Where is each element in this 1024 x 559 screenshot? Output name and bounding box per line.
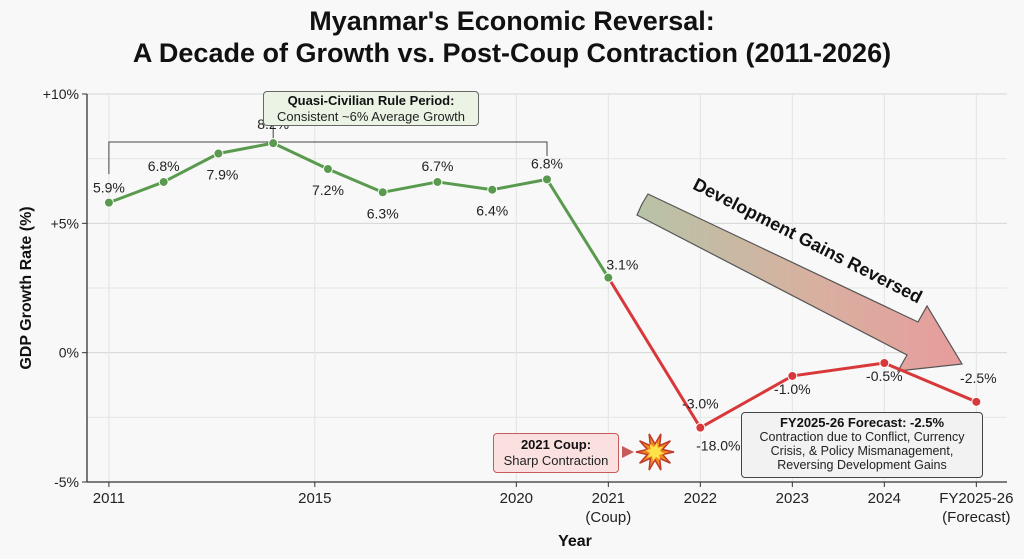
data-label: 7.9%	[206, 166, 238, 182]
forecast-annotation-title: FY2025-26 Forecast: -2.5%	[779, 415, 945, 430]
chart-title-line1: Myanmar's Economic Reversal:	[309, 6, 715, 36]
forecast-annotation-line2: Crisis, & Policy Mismanagement,	[770, 444, 954, 458]
data-point	[787, 370, 798, 381]
y-tick-label: +10%	[43, 86, 79, 102]
x-tick-label: FY2025-26	[939, 490, 1013, 507]
data-label: -3.0%	[682, 396, 719, 412]
x-axis-label: Year	[558, 533, 592, 550]
data-point	[213, 148, 224, 159]
data-point	[432, 176, 443, 187]
y-tick-label: +5%	[51, 215, 79, 231]
data-labels: 5.9%6.8%7.9%8.2%7.2%6.3%6.7%6.4%6.8%3.1%…	[93, 116, 997, 454]
data-point	[158, 176, 169, 187]
forecast-annotation-line1: Contraction due to Conflict, Currency	[759, 430, 965, 444]
data-point	[268, 138, 279, 149]
data-sublabel: -18.0%	[696, 438, 740, 454]
data-point	[971, 396, 982, 407]
x-tick-label: 2024	[868, 490, 901, 507]
coup-annotation-subtitle: Sharp Contraction	[503, 453, 609, 468]
x-tick-label: 2022	[684, 490, 717, 507]
explosion-icon	[622, 433, 675, 471]
data-point	[487, 184, 498, 195]
series-line-0	[108, 141, 610, 279]
x-tick-label: 2021	[592, 490, 625, 507]
data-point	[879, 358, 890, 369]
x-tick-label: 2020	[500, 490, 533, 507]
data-label: 7.2%	[312, 182, 344, 198]
arrow-shape	[636, 193, 963, 372]
development-reversal-arrow: Development Gains Reversed	[636, 174, 963, 372]
coup-annotation: 2021 Coup: Sharp Contraction	[493, 433, 619, 473]
x-tick-label: 2011	[93, 490, 125, 507]
x-tick-sublabel: (Coup)	[585, 509, 631, 526]
data-label: -2.5%	[960, 370, 997, 386]
coup-box-pointer	[622, 446, 634, 458]
series-points	[103, 138, 982, 433]
data-label: 6.7%	[422, 158, 454, 174]
x-tick-sublabel: (Forecast)	[942, 509, 1010, 526]
y-axis-label: GDP Growth Rate (%)	[18, 206, 35, 369]
data-label: 5.9%	[93, 180, 125, 196]
data-point	[603, 272, 614, 283]
data-label: 6.3%	[367, 205, 399, 221]
data-label: 6.4%	[476, 203, 508, 219]
data-label: 6.8%	[531, 155, 563, 171]
bracket-line	[108, 141, 548, 174]
quasi-annotation-title: Quasi-Civilian Rule Period:	[287, 93, 455, 108]
data-label: -0.5%	[866, 368, 903, 384]
series-lines	[108, 141, 977, 430]
axes: +10% +5% 0% -5% 2011 2015 2020 2021 (Coup) 2022 20…	[18, 86, 1013, 550]
chart-title-line2: A Decade of Growth vs. Post-Coup Contrac…	[132, 38, 892, 68]
quasi-annotation-subtitle: Consistent ~6% Average Growth	[276, 109, 465, 124]
forecast-annotation: FY2025-26 Forecast: -2.5% Contraction du…	[741, 412, 983, 478]
x-tick-label: 2015	[298, 490, 331, 507]
y-tick-label: 0%	[59, 345, 79, 361]
data-point	[377, 187, 388, 198]
data-point	[322, 164, 333, 175]
data-label: 3.1%	[606, 257, 638, 273]
y-tick-label: -5%	[54, 474, 79, 490]
data-point	[695, 422, 706, 433]
data-label: 6.8%	[148, 158, 180, 174]
quasi-civilian-annotation: Quasi-Civilian Rule Period: Consistent ~…	[263, 91, 479, 126]
forecast-annotation-line3: Reversing Development Gains	[777, 458, 947, 472]
coup-annotation-title: 2021 Coup:	[520, 437, 592, 452]
burst-inner	[645, 442, 665, 462]
data-point	[103, 197, 114, 208]
x-tick-label: 2023	[776, 490, 809, 507]
data-label: -1.0%	[774, 381, 811, 397]
data-point	[542, 174, 552, 185]
